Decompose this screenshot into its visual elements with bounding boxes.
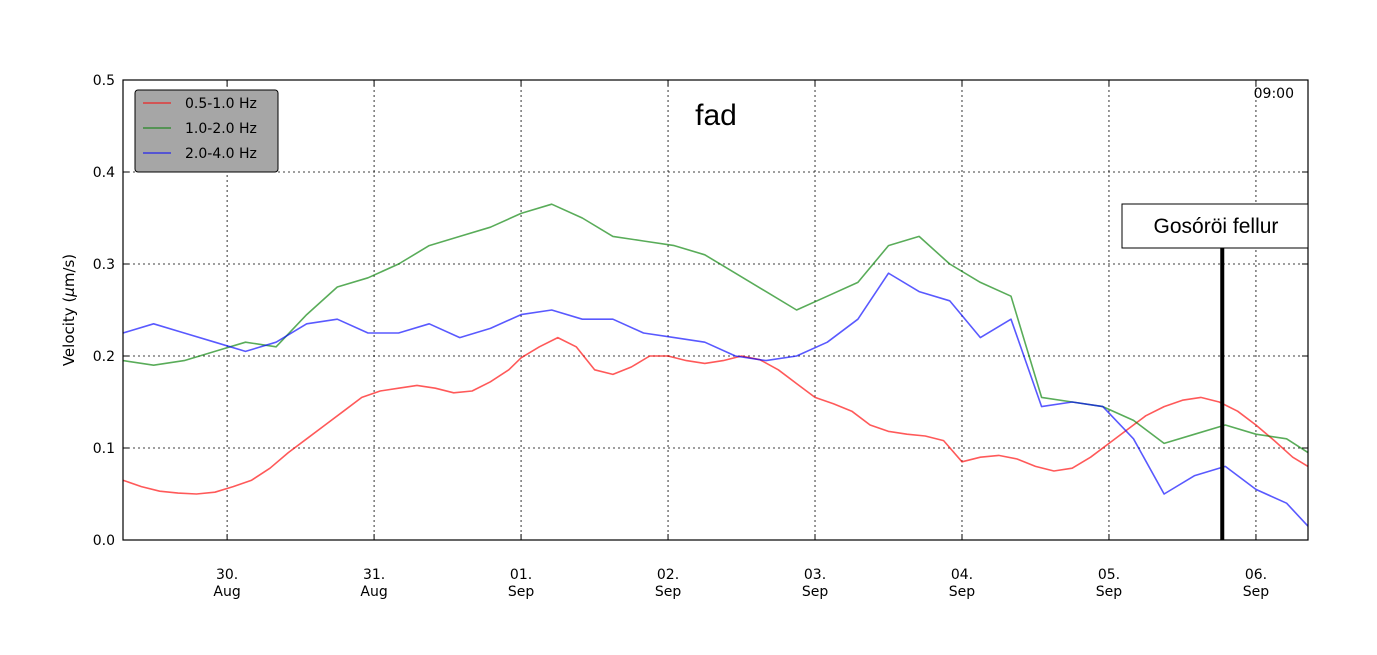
corner-time-label: 09:00 — [1254, 86, 1294, 102]
x-tick-month-label: Aug — [213, 584, 240, 600]
series-lines — [122, 203, 1309, 527]
x-tick-day-label: 01. — [510, 567, 532, 583]
series-line-1 — [122, 336, 1309, 495]
x-tick-month-label: Sep — [1096, 584, 1123, 600]
annotation-box — [1121, 203, 1309, 249]
x-tick-month-label: Sep — [949, 584, 976, 600]
y-axis-label: Velocity (µm/s) — [60, 254, 78, 366]
legend-label: 0.5-1.0 Hz — [185, 96, 257, 112]
legend-label: 2.0-4.0 Hz — [185, 146, 257, 162]
x-tick-month-label: Sep — [802, 584, 829, 600]
x-tick-labels: 30.Aug31.Aug01.Sep02.Sep03.Sep04.Sep05.S… — [213, 567, 1269, 600]
axis-ticks — [123, 79, 1308, 541]
y-tick-label: 0.3 — [93, 257, 115, 273]
legend: 0.5-1.0 Hz 1.0-2.0 Hz 2.0-4.0 Hz — [134, 89, 279, 173]
y-tick-label: 0.5 — [93, 73, 115, 89]
x-tick-day-label: 05. — [1098, 567, 1120, 583]
chart-title: fad — [695, 99, 737, 132]
series-line-3 — [122, 272, 1309, 527]
x-tick-day-label: 04. — [951, 567, 973, 583]
x-tick-day-label: 31. — [363, 567, 385, 583]
y-tick-label: 0.1 — [93, 441, 115, 457]
x-tick-day-label: 03. — [804, 567, 826, 583]
x-tick-month-label: Aug — [360, 584, 387, 600]
grid-lines — [123, 80, 1308, 540]
annotation-label: Gosóröi fellur — [1154, 215, 1279, 238]
y-tick-label: 0.0 — [93, 533, 115, 549]
x-tick-month-label: Sep — [508, 584, 535, 600]
plot-frame — [122, 79, 1309, 541]
y-tick-label: 0.4 — [93, 165, 115, 181]
y-tick-label: 0.2 — [93, 349, 115, 365]
x-tick-day-label: 02. — [657, 567, 679, 583]
annotation: Gosóröi fellur — [1121, 203, 1309, 540]
y-tick-labels: 0.0 0.1 0.2 0.3 0.4 0.5 — [93, 73, 115, 549]
x-tick-month-label: Sep — [655, 584, 682, 600]
series-line-2 — [122, 203, 1309, 454]
x-tick-day-label: 06. — [1245, 567, 1267, 583]
x-tick-day-label: 30. — [216, 567, 238, 583]
x-tick-month-label: Sep — [1243, 584, 1270, 600]
legend-label: 1.0-2.0 Hz — [185, 121, 257, 137]
legend-box — [134, 89, 279, 173]
